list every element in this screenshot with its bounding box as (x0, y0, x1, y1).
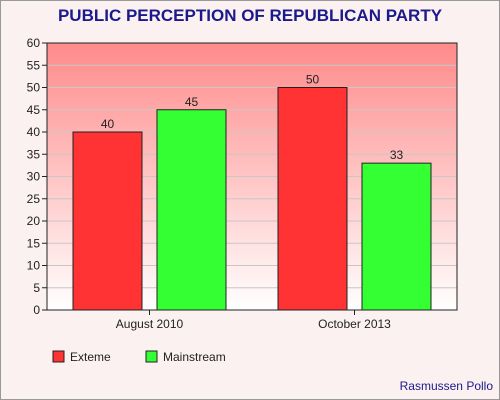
source-credit: Rasmussen Pollo (399, 379, 493, 393)
y-tick-label: 45 (27, 103, 41, 117)
y-tick-label: 25 (27, 192, 41, 206)
legend: Exteme Mainstream (52, 350, 226, 364)
bar-exteme-1 (277, 87, 348, 311)
y-tick-label: 30 (27, 170, 41, 184)
data-label: 50 (306, 73, 320, 87)
legend-swatch (145, 350, 158, 363)
y-tick-label: 20 (27, 214, 41, 228)
x-tick-label: August 2010 (116, 317, 184, 331)
data-label: 40 (101, 117, 115, 131)
y-tick-label: 0 (33, 303, 40, 317)
y-tick-label: 15 (27, 236, 41, 250)
y-tick-label: 35 (27, 147, 41, 161)
legend-label: Exteme (70, 350, 111, 364)
y-tick-label: 55 (27, 58, 41, 72)
y-tick-label: 40 (27, 125, 41, 139)
data-label: 45 (185, 95, 199, 109)
x-tick-label: October 2013 (318, 317, 391, 331)
y-tick-label: 50 (27, 81, 41, 95)
y-tick-label: 5 (33, 281, 40, 295)
chart-title: PUBLIC PERCEPTION OF REPUBLICAN PARTY (57, 6, 443, 25)
y-tick-label: 60 (27, 36, 41, 50)
y-tick-label: 10 (27, 259, 41, 273)
data-label: 33 (390, 148, 404, 162)
legend-label: Mainstream (163, 350, 226, 364)
bar-mainstream-1 (361, 162, 432, 311)
legend-swatch (52, 350, 65, 363)
axes: 0 5 10 15 20 25 30 35 40 45 50 55 60 August 2010 Octob… (27, 36, 392, 331)
bar-mainstream-0 (156, 109, 227, 311)
bar-exteme-0 (72, 131, 143, 311)
bars: 40 45 50 33 (72, 73, 432, 311)
